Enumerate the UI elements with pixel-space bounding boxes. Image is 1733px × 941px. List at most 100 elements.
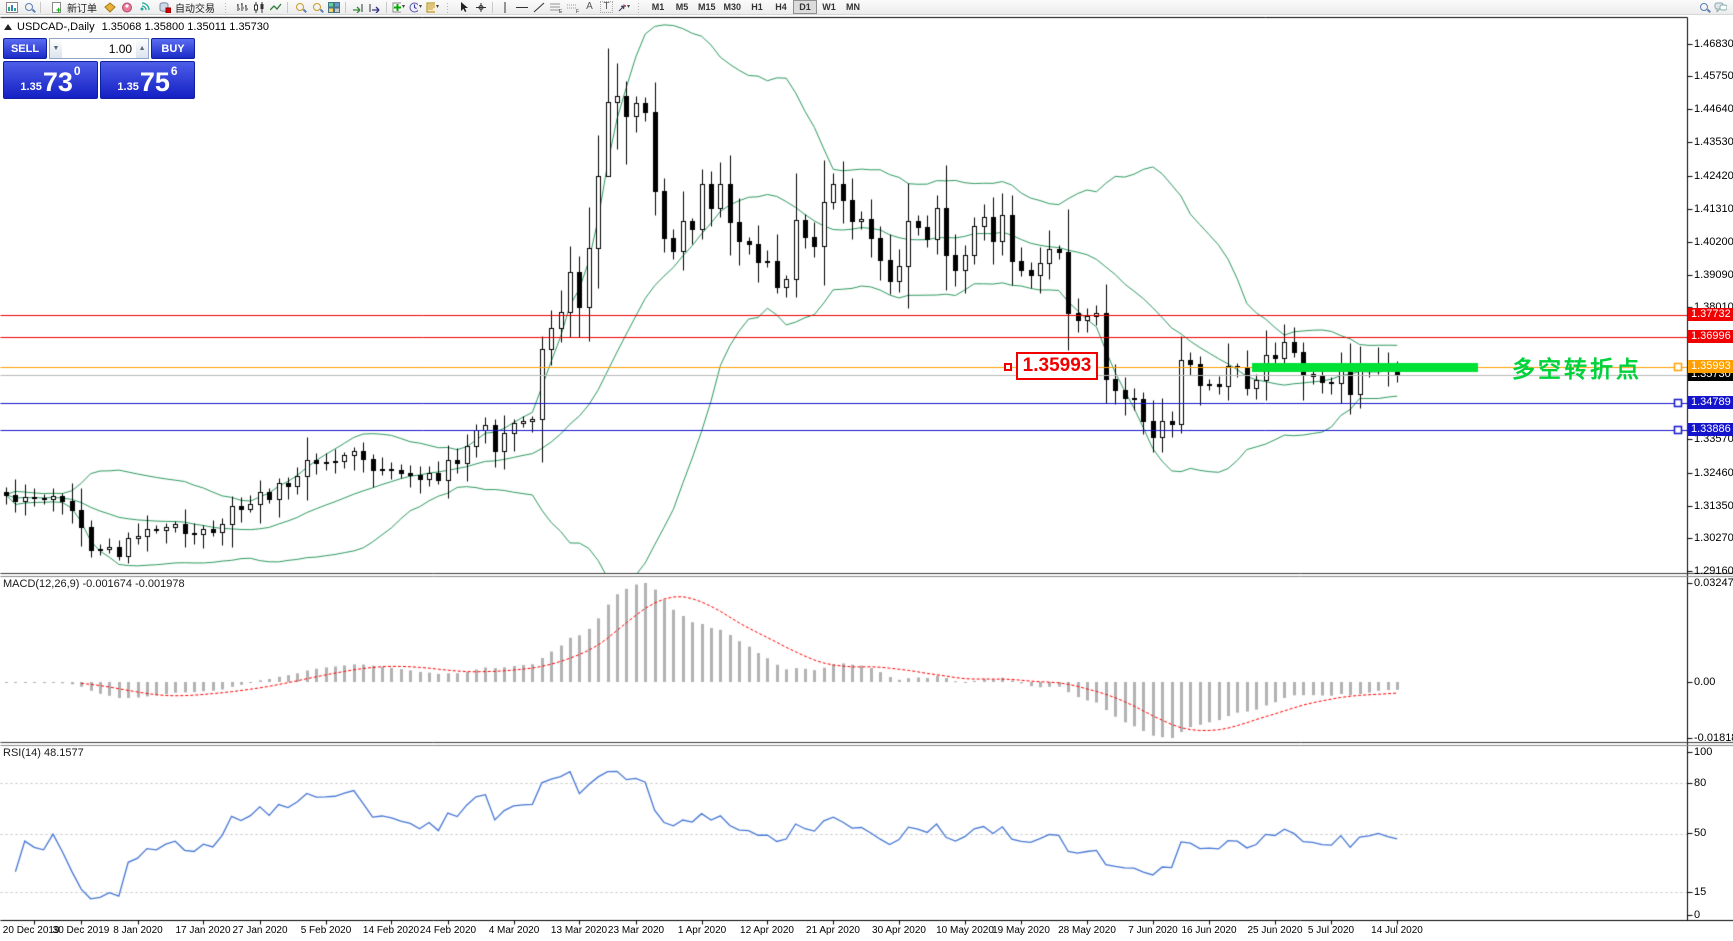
profile-icon[interactable] bbox=[120, 1, 133, 13]
rsi-axis-tick: 80 bbox=[1694, 777, 1707, 789]
sell-price-base: 1.35 bbox=[20, 81, 42, 93]
price-callout-handle[interactable] bbox=[1004, 363, 1012, 371]
volume-increase-button[interactable]: ▲ bbox=[136, 39, 148, 58]
timeframe-button-M1[interactable]: M1 bbox=[651, 2, 665, 12]
label-tool-icon[interactable]: T bbox=[600, 1, 613, 13]
toolbar-standard-group: + 新订单 自动交易 bbox=[0, 0, 222, 15]
bar-chart-icon[interactable] bbox=[235, 1, 248, 13]
one-click-panel-toggle-icon[interactable] bbox=[4, 24, 12, 30]
signals-icon[interactable] bbox=[137, 1, 150, 13]
timeframe-button-M5[interactable]: M5 bbox=[675, 2, 689, 12]
symbol-period-label: USDCAD-,Daily bbox=[17, 21, 95, 33]
channels-icon[interactable]: F bbox=[566, 1, 579, 13]
timeframe-button-W1[interactable]: W1 bbox=[822, 2, 836, 12]
timeframe-button-M30[interactable]: M30 bbox=[723, 2, 742, 12]
price-axis-tick: 1.42420 bbox=[1694, 170, 1733, 182]
chat-icon[interactable] bbox=[1714, 1, 1727, 13]
date-axis-label: 30 Apr 2020 bbox=[872, 925, 926, 936]
volume-input[interactable] bbox=[61, 39, 137, 58]
volume-decrease-button[interactable]: ▼ bbox=[50, 39, 62, 58]
candlestick-chart-icon[interactable] bbox=[252, 1, 265, 13]
symbol-info-line: USDCAD-,Daily 1.35068 1.35800 1.35011 1.… bbox=[4, 21, 269, 33]
timeframe-button-H4[interactable]: H4 bbox=[775, 2, 787, 12]
date-axis-label: 5 Jul 2020 bbox=[1307, 925, 1355, 936]
buy-price-display[interactable]: 1.35 75 6 bbox=[100, 61, 195, 99]
toolbar-separator bbox=[40, 1, 41, 13]
rsi-axis-tick: 0 bbox=[1694, 909, 1701, 921]
periods-icon[interactable]: ▾ bbox=[409, 1, 422, 13]
chart-window-icon[interactable] bbox=[5, 1, 18, 13]
fibonacci-icon[interactable]: E bbox=[549, 1, 562, 13]
chart-zoom-icon[interactable] bbox=[22, 1, 35, 13]
buy-price-point: 6 bbox=[170, 64, 178, 78]
price-line-badge: 1.36996 bbox=[1688, 330, 1733, 343]
line-chart-icon[interactable] bbox=[269, 1, 282, 13]
search-icon[interactable] bbox=[1697, 1, 1710, 13]
price-axis-tick: 1.45750 bbox=[1694, 70, 1733, 82]
svg-text:E: E bbox=[559, 9, 562, 13]
sell-price-display[interactable]: 1.35 73 0 bbox=[3, 61, 98, 99]
metaeditor-icon[interactable] bbox=[103, 1, 116, 13]
price-axis-tick: 1.32460 bbox=[1694, 467, 1733, 479]
toolbar-grip bbox=[224, 1, 228, 13]
horizontal-line-icon[interactable] bbox=[515, 1, 528, 13]
date-axis-label: 10 May 2020 bbox=[936, 925, 994, 936]
rsi-axis-tick: 15 bbox=[1694, 886, 1707, 898]
toolbar-drawing-group: E F A T ▾ bbox=[452, 0, 635, 15]
date-axis-label: 24 Feb 2020 bbox=[419, 925, 477, 936]
timeframe-button-H1[interactable]: H1 bbox=[751, 2, 763, 12]
price-axis-tick: 1.30270 bbox=[1694, 532, 1733, 544]
timeframe-button-M15[interactable]: M15 bbox=[698, 2, 716, 12]
macd-axis-tick: 0.032478 bbox=[1694, 577, 1733, 589]
date-axis-label: 13 Mar 2020 bbox=[550, 925, 608, 936]
timeframe-button-MN[interactable]: MN bbox=[846, 2, 861, 12]
new-order-button[interactable]: + 新订单 bbox=[44, 1, 101, 15]
cursor-icon[interactable] bbox=[457, 1, 470, 13]
auto-scroll-icon[interactable] bbox=[351, 1, 364, 13]
buy-price-base: 1.35 bbox=[117, 81, 139, 93]
zoom-in-icon[interactable] bbox=[293, 1, 306, 13]
price-axis-tick: 1.29160 bbox=[1694, 565, 1733, 577]
trendline-icon[interactable] bbox=[532, 1, 545, 13]
price-axis-tick: 1.43530 bbox=[1694, 136, 1733, 148]
buy-price-pips: 75 bbox=[139, 67, 170, 97]
price-callout-box[interactable]: 1.35993 bbox=[1016, 352, 1098, 380]
rsi-label: RSI(14) 48.1577 bbox=[3, 747, 84, 759]
date-axis-label: 14 Feb 2020 bbox=[362, 925, 420, 936]
date-axis-label: 20 Dec 2019 bbox=[2, 925, 60, 936]
rsi-axis-tick: 100 bbox=[1694, 746, 1713, 758]
price-axis-tick: 1.31350 bbox=[1694, 500, 1733, 512]
buy-button[interactable]: BUY bbox=[151, 38, 195, 59]
sell-price-point: 0 bbox=[73, 64, 81, 78]
text-tool-icon[interactable]: A bbox=[586, 1, 593, 12]
date-axis-label: 7 Jun 2020 bbox=[1128, 925, 1178, 936]
timeframe-button-D1[interactable]: D1 bbox=[793, 0, 818, 14]
autotrading-button[interactable]: 自动交易 bbox=[152, 1, 219, 15]
date-axis-label: 12 Apr 2020 bbox=[740, 925, 794, 936]
chart-shift-icon[interactable] bbox=[368, 1, 381, 13]
toolbar-grip bbox=[637, 1, 641, 13]
vertical-line-icon[interactable] bbox=[498, 1, 511, 13]
indicators-icon[interactable]: ▾ bbox=[392, 1, 405, 13]
new-order-icon: + bbox=[50, 1, 63, 14]
tile-windows-icon[interactable] bbox=[327, 1, 340, 13]
zoom-out-icon[interactable] bbox=[310, 1, 323, 13]
date-axis-label: 28 May 2020 bbox=[1058, 925, 1116, 936]
sell-button[interactable]: SELL bbox=[3, 38, 47, 59]
macd-axis-tick: -0.018182 bbox=[1694, 732, 1733, 744]
price-line-badge: 1.33886 bbox=[1688, 423, 1733, 436]
price-axis-tick: 1.33570 bbox=[1694, 433, 1733, 445]
toolbar-grip bbox=[446, 1, 450, 13]
crosshair-icon[interactable] bbox=[474, 1, 487, 13]
toolbar-separator bbox=[386, 1, 387, 13]
toolbar-separator bbox=[287, 1, 288, 13]
arrows-tool-icon[interactable]: ▾ bbox=[617, 1, 630, 13]
date-axis-label: 4 Mar 2020 bbox=[488, 925, 540, 936]
price-line-badge: 1.34789 bbox=[1688, 396, 1733, 409]
templates-icon[interactable]: ▾ bbox=[426, 1, 439, 13]
turning-point-annotation[interactable]: 多空转折点 bbox=[1512, 356, 1642, 382]
one-click-trading-panel: SELL ▼ ▲ BUY 1.35 73 0 1.35 75 6 bbox=[3, 38, 195, 99]
date-axis-label: 14 Jul 2020 bbox=[1371, 925, 1423, 936]
